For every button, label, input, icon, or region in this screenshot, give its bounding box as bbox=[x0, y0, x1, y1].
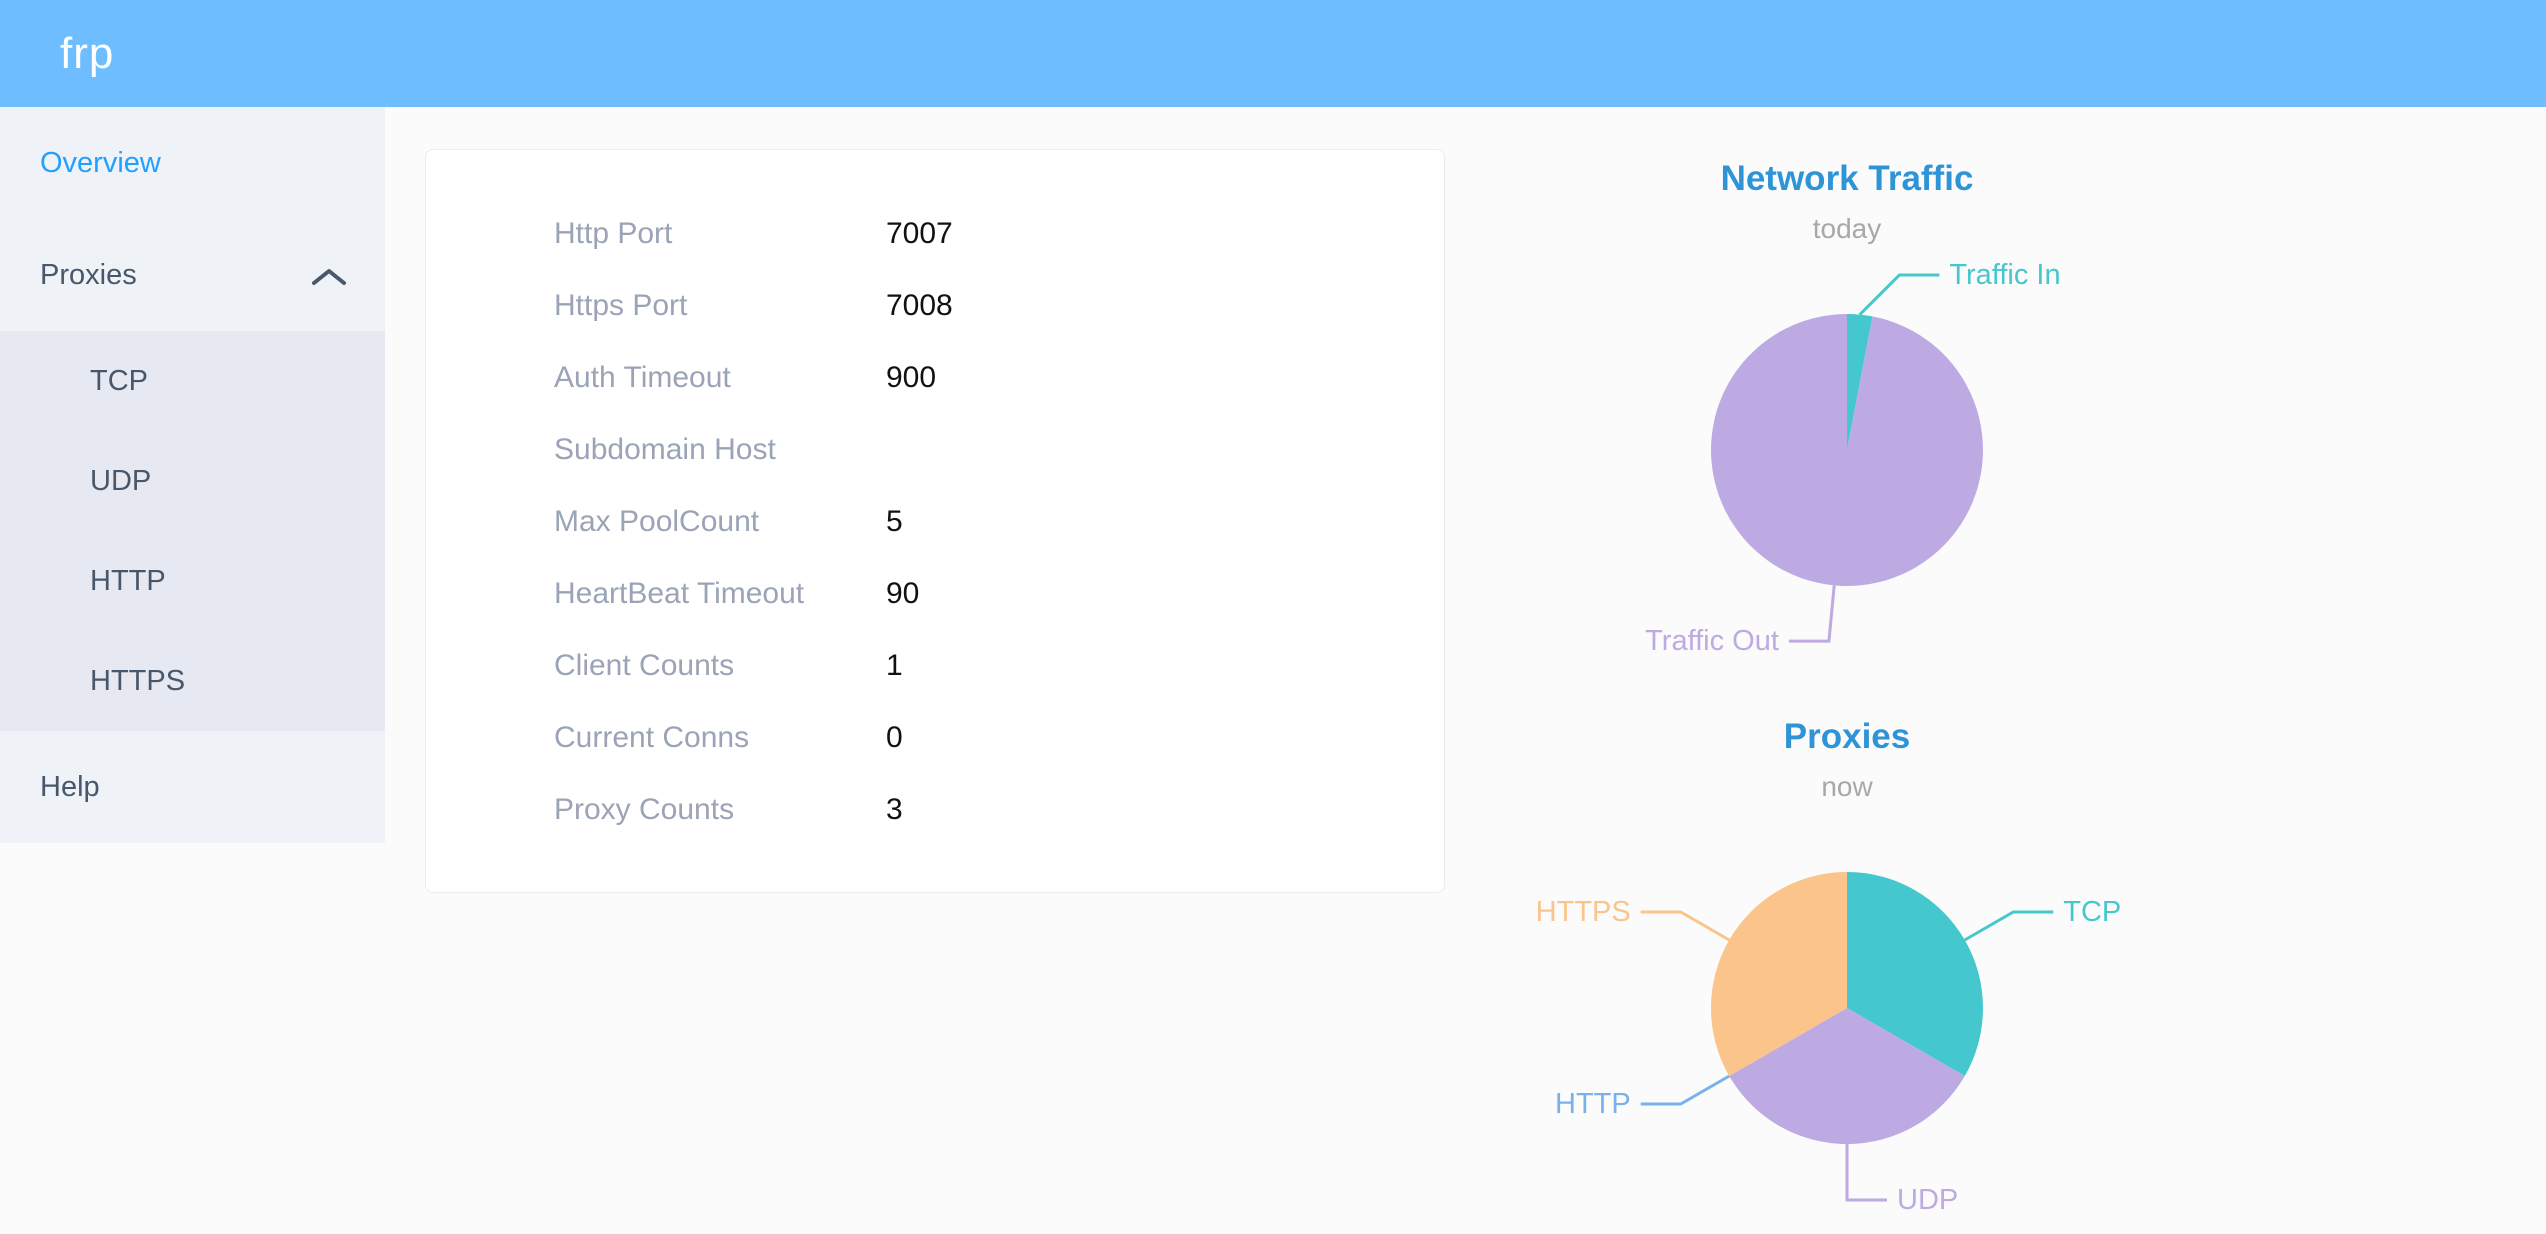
pie-label-line bbox=[1858, 273, 1940, 316]
pie-label-line bbox=[1845, 1144, 1887, 1202]
pie-slice-traffic-out[interactable] bbox=[1711, 314, 1983, 586]
app-header: frp bbox=[0, 0, 2546, 107]
chart-subtitle: today bbox=[1813, 213, 1882, 244]
config-value: 7007 bbox=[886, 217, 953, 250]
pie-proxies[interactable]: TCP UDP HTTP HTTPS bbox=[1536, 872, 2122, 1216]
config-value: 900 bbox=[886, 361, 937, 394]
config-row: Client Counts 1 bbox=[426, 630, 1444, 702]
config-label: Client Counts bbox=[554, 649, 735, 682]
config-value: 90 bbox=[886, 577, 920, 610]
config-label: Proxy Counts bbox=[554, 793, 735, 826]
config-label: HeartBeat Timeout bbox=[554, 577, 805, 610]
config-row: Max PoolCount 5 bbox=[426, 486, 1444, 558]
config-row: Auth Timeout 900 bbox=[426, 342, 1444, 414]
sidebar-item-udp-label: UDP bbox=[90, 465, 152, 497]
config-row: Subdomain Host bbox=[426, 414, 1444, 486]
sidebar: Overview Proxies TCP UDP HTTP HTTPS Help bbox=[0, 107, 385, 843]
pie-label-line bbox=[1640, 910, 1730, 942]
pie-slice-udp[interactable] bbox=[1729, 1008, 1965, 1144]
proxies-submenu: TCP UDP HTTP HTTPS bbox=[0, 331, 385, 731]
pie-label-traffic-out: Traffic Out bbox=[1645, 625, 1779, 657]
config-label: Https Port bbox=[554, 289, 688, 322]
pie-network-traffic[interactable]: Traffic In Traffic Out bbox=[1645, 259, 2060, 657]
config-row: Current Conns 0 bbox=[426, 702, 1444, 774]
sidebar-item-udp[interactable]: UDP bbox=[0, 431, 385, 531]
config-label: Max PoolCount bbox=[554, 505, 760, 538]
pie-slice-tcp[interactable] bbox=[1847, 872, 1983, 1076]
config-value: 3 bbox=[886, 793, 903, 826]
sidebar-item-overview[interactable]: Overview bbox=[0, 107, 385, 219]
sidebar-item-proxies-label: Proxies bbox=[40, 259, 137, 291]
server-config-card: Http Port 7007 Https Port 7008 Auth Timeou… bbox=[425, 149, 1445, 893]
sidebar-item-proxies[interactable]: Proxies bbox=[0, 219, 385, 331]
config-label: Subdomain Host bbox=[554, 433, 776, 466]
pie-label-tcp: TCP bbox=[2063, 896, 2121, 928]
config-value: 0 bbox=[886, 721, 903, 754]
proxies-chart[interactable]: Proxies now TCP UDP HTTP HTTPS bbox=[1447, 678, 2247, 1234]
pie-label-http: HTTP bbox=[1555, 1088, 1631, 1120]
config-label: Http Port bbox=[554, 217, 673, 250]
sidebar-item-https[interactable]: HTTPS bbox=[0, 631, 385, 731]
chart-subtitle: now bbox=[1821, 771, 1873, 802]
config-label: Current Conns bbox=[554, 721, 750, 754]
config-label: Auth Timeout bbox=[554, 361, 731, 394]
config-value: 5 bbox=[886, 505, 903, 538]
config-row: Https Port 7008 bbox=[426, 270, 1444, 342]
config-row: Proxy Counts 3 bbox=[426, 774, 1444, 846]
pie-label-line bbox=[1964, 910, 2054, 942]
pie-slice-https[interactable] bbox=[1711, 872, 1847, 1076]
pie-label-line bbox=[1640, 1074, 1730, 1106]
config-value: 7008 bbox=[886, 289, 953, 322]
chart-title: Network Traffic bbox=[1721, 159, 1974, 198]
sidebar-item-https-label: HTTPS bbox=[90, 665, 186, 697]
sidebar-item-tcp-label: TCP bbox=[90, 365, 148, 397]
chart-title: Proxies bbox=[1784, 717, 1910, 756]
pie-label-https: HTTPS bbox=[1536, 896, 1631, 928]
sidebar-item-http[interactable]: HTTP bbox=[0, 531, 385, 631]
chevron-up-icon[interactable] bbox=[311, 267, 347, 287]
pie-slice-traffic-in[interactable] bbox=[1847, 314, 1873, 450]
network-traffic-chart[interactable]: Network Traffic today Traffic In Traffic … bbox=[1447, 120, 2247, 680]
sidebar-item-http-label: HTTP bbox=[90, 565, 166, 597]
app-logo: frp bbox=[60, 29, 115, 78]
config-row: Http Port 7007 bbox=[426, 198, 1444, 270]
pie-label-line bbox=[1788, 585, 1836, 643]
pie-label-udp: UDP bbox=[1897, 1184, 1958, 1216]
config-row: HeartBeat Timeout 90 bbox=[426, 558, 1444, 630]
pie-label-traffic-in: Traffic In bbox=[1949, 259, 2060, 291]
sidebar-item-help[interactable]: Help bbox=[0, 731, 385, 843]
config-value: 1 bbox=[886, 649, 903, 682]
sidebar-item-overview-label: Overview bbox=[40, 147, 161, 179]
sidebar-item-help-label: Help bbox=[40, 771, 100, 803]
sidebar-item-tcp[interactable]: TCP bbox=[0, 331, 385, 431]
